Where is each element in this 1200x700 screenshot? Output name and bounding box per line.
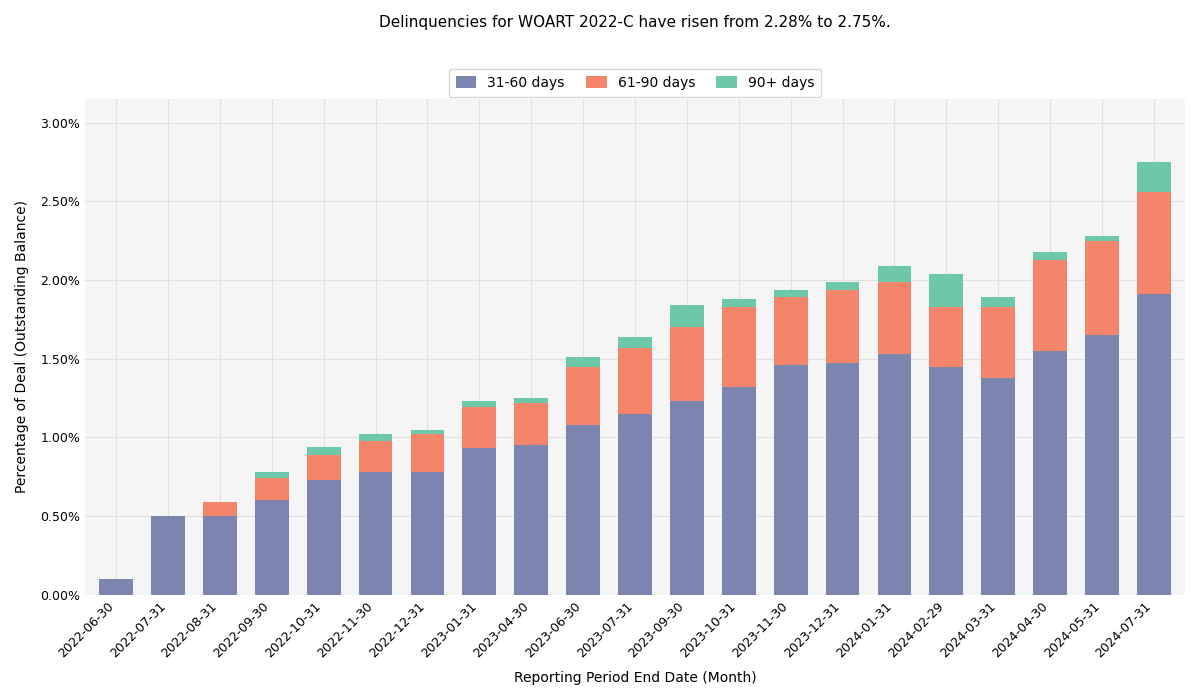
Bar: [826, 281, 859, 290]
Bar: [670, 401, 703, 595]
Bar: [826, 363, 859, 595]
Bar: [826, 290, 859, 363]
Bar: [515, 398, 548, 402]
Bar: [462, 407, 496, 449]
Bar: [774, 298, 808, 365]
Bar: [462, 449, 496, 595]
Bar: [515, 445, 548, 595]
Bar: [566, 357, 600, 367]
Bar: [410, 430, 444, 434]
Bar: [566, 367, 600, 425]
Bar: [307, 480, 341, 595]
Bar: [670, 328, 703, 401]
Bar: [877, 266, 911, 281]
Y-axis label: Percentage of Deal (Outstanding Balance): Percentage of Deal (Outstanding Balance): [16, 200, 29, 494]
Bar: [1085, 241, 1118, 335]
Bar: [359, 472, 392, 595]
Bar: [1138, 162, 1171, 192]
Bar: [982, 307, 1015, 377]
Bar: [410, 472, 444, 595]
Bar: [877, 354, 911, 595]
Bar: [1033, 351, 1067, 595]
Bar: [774, 290, 808, 298]
Bar: [462, 401, 496, 407]
X-axis label: Reporting Period End Date (Month): Reporting Period End Date (Month): [514, 671, 756, 685]
Bar: [100, 579, 133, 595]
Bar: [203, 502, 236, 516]
Bar: [618, 414, 652, 595]
Bar: [307, 455, 341, 480]
Bar: [877, 281, 911, 354]
Bar: [930, 367, 964, 595]
Bar: [618, 348, 652, 414]
Bar: [515, 402, 548, 445]
Legend: 31-60 days, 61-90 days, 90+ days: 31-60 days, 61-90 days, 90+ days: [449, 69, 821, 97]
Bar: [1033, 252, 1067, 260]
Bar: [722, 307, 756, 387]
Bar: [722, 299, 756, 307]
Bar: [1033, 260, 1067, 351]
Bar: [930, 274, 964, 307]
Bar: [410, 434, 444, 472]
Bar: [618, 337, 652, 348]
Bar: [359, 440, 392, 472]
Bar: [359, 434, 392, 440]
Bar: [722, 387, 756, 595]
Bar: [254, 500, 289, 595]
Bar: [307, 447, 341, 455]
Bar: [1138, 192, 1171, 294]
Bar: [670, 305, 703, 328]
Bar: [930, 307, 964, 367]
Bar: [982, 298, 1015, 307]
Bar: [982, 377, 1015, 595]
Bar: [254, 472, 289, 478]
Bar: [203, 516, 236, 595]
Title: Delinquencies for WOART 2022-C have risen from 2.28% to 2.75%.: Delinquencies for WOART 2022-C have rise…: [379, 15, 890, 30]
Bar: [151, 516, 185, 595]
Bar: [774, 365, 808, 595]
Bar: [1085, 335, 1118, 595]
Bar: [566, 425, 600, 595]
Bar: [1085, 236, 1118, 241]
Bar: [1138, 294, 1171, 595]
Bar: [254, 478, 289, 500]
